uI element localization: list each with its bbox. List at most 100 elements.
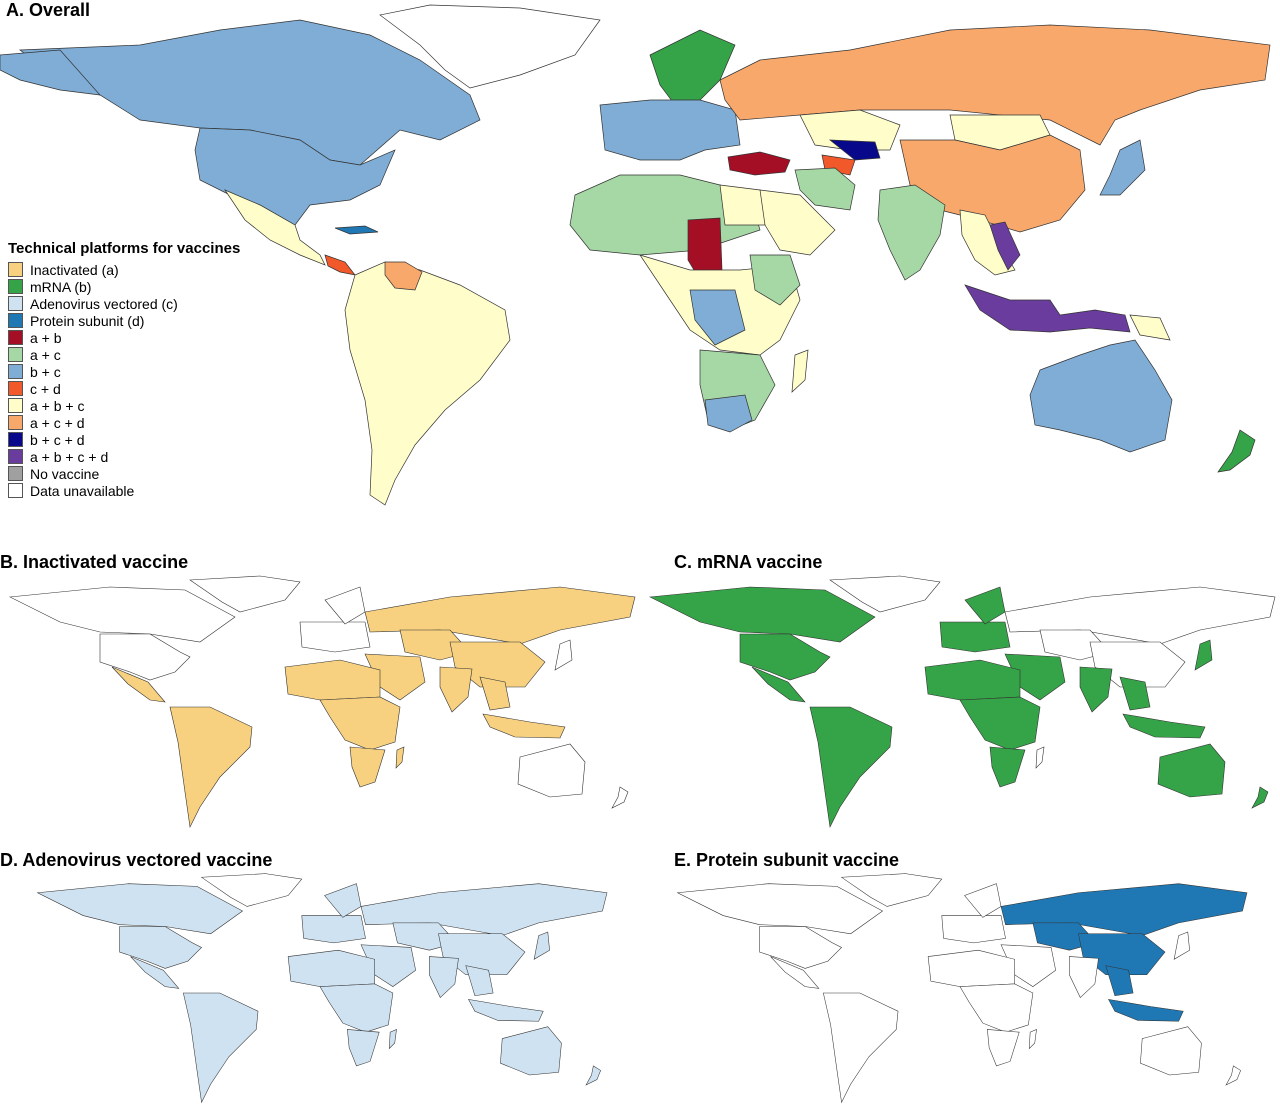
region-southern-africa	[349, 746, 386, 788]
region-png	[1129, 314, 1171, 341]
region-new-zealand	[1217, 429, 1256, 473]
region-japan	[1194, 639, 1213, 671]
region-north-africa	[924, 659, 1021, 701]
region-south-africa	[704, 394, 753, 433]
region-vietnam	[989, 221, 1021, 271]
region-indonesia	[482, 713, 566, 739]
region-scandinavia	[324, 586, 366, 625]
region-usa	[739, 633, 831, 681]
region-drc	[689, 289, 746, 346]
region-new-zealand	[611, 786, 629, 809]
panel-inactivated: B. Inactivated vaccine	[0, 552, 640, 828]
legend-item: a + b + c	[8, 397, 240, 414]
region-australia	[1157, 743, 1226, 798]
region-china	[449, 641, 546, 688]
panel-protein-subunit: E. Protein subunit vaccine	[640, 850, 1280, 1116]
region-india	[1079, 666, 1113, 713]
protein-subunit-world-map	[676, 873, 1248, 1104]
panel-title-mrna: C. mRNA vaccine	[674, 552, 823, 572]
legend-label: Adenovirus vectored (c)	[30, 295, 178, 312]
region-australia	[1140, 1026, 1202, 1076]
legend-item: Data unavailable	[8, 482, 240, 499]
region-greenland	[840, 873, 943, 907]
region-indonesia	[964, 284, 1131, 333]
panel-overall: A. Overall	[0, 0, 1280, 515]
region-south-america	[822, 992, 899, 1104]
region-central-africa	[319, 983, 394, 1033]
legend-swatch	[8, 432, 23, 447]
region-europe	[301, 915, 366, 944]
legend-swatch	[8, 449, 23, 464]
legend-item: a + c + d	[8, 414, 240, 431]
legend: Technical platforms for vaccines Inactiv…	[8, 240, 240, 499]
region-madagascar	[395, 746, 405, 769]
region-madagascar	[1035, 746, 1045, 769]
legend-item: Protein subunit (d)	[8, 312, 240, 329]
legend-item: No vaccine	[8, 465, 240, 482]
region-mexico	[111, 666, 166, 703]
legend-label: a + b + c + d	[30, 448, 109, 465]
legend-swatch	[8, 262, 23, 277]
region-scandinavia	[324, 883, 362, 918]
region-south-america	[809, 706, 893, 828]
region-north-africa	[284, 659, 381, 701]
legend-label: mRNA (b)	[30, 278, 92, 295]
region-usa	[759, 926, 843, 969]
legend-label: No vaccine	[30, 465, 100, 482]
region-india	[877, 184, 946, 281]
overall-world-map	[0, 4, 1271, 506]
region-canada	[676, 883, 884, 935]
region-china	[1078, 933, 1166, 976]
region-greenland	[379, 4, 601, 89]
region-india	[429, 956, 459, 999]
region-madagascar	[791, 349, 809, 393]
region-se-asia	[479, 676, 511, 711]
legend-label: b + c + d	[30, 431, 85, 448]
region-central-africa	[319, 696, 401, 751]
region-canada	[36, 883, 244, 935]
panel-title-adenovirus: D. Adenovirus vectored vaccine	[0, 850, 273, 870]
region-central-africa	[959, 983, 1034, 1033]
legend-swatch	[8, 483, 23, 498]
inactivated-world-map	[8, 575, 636, 828]
region-se-asia	[465, 965, 494, 997]
region-east-africa	[749, 254, 801, 306]
region-canada	[19, 19, 481, 166]
region-indonesia	[1122, 713, 1206, 739]
legend-title: Technical platforms for vaccines	[8, 240, 241, 257]
legend-swatch	[8, 466, 23, 481]
region-indonesia	[468, 999, 544, 1022]
region-madagascar	[1028, 1029, 1037, 1050]
legend-label: a + b	[30, 329, 62, 346]
legend-label: Inactivated (a)	[30, 261, 119, 278]
legend-swatch	[8, 364, 23, 379]
region-mexico	[751, 666, 806, 703]
region-canada	[648, 586, 876, 643]
legend-item: Inactivated (a)	[8, 261, 240, 278]
legend-swatch	[8, 279, 23, 294]
panel-title-overall: A. Overall	[6, 0, 91, 20]
region-europe	[939, 621, 1011, 653]
panel-mrna: C. mRNA vaccine	[640, 552, 1280, 828]
legend-swatch	[8, 330, 23, 345]
legend-swatch	[8, 415, 23, 430]
region-australia	[1029, 339, 1173, 453]
legend-swatch	[8, 313, 23, 328]
region-southern-africa	[989, 746, 1026, 788]
legend-item: a + c	[8, 346, 240, 363]
legend-swatch	[8, 381, 23, 396]
region-western-europe	[599, 99, 741, 161]
region-india	[1069, 956, 1099, 999]
legend-items: Inactivated (a) mRNA (b) Adenovirus vector…	[8, 261, 240, 499]
region-se-asia	[1119, 676, 1151, 711]
region-japan	[533, 931, 550, 960]
region-china	[438, 933, 526, 976]
legend-label: Data unavailable	[30, 482, 135, 499]
legend-swatch	[8, 296, 23, 311]
region-europe	[941, 915, 1006, 944]
mrna-world-map	[648, 575, 1276, 828]
adenovirus-world-map	[36, 873, 608, 1104]
legend-swatch	[8, 347, 23, 362]
region-scandinavia	[964, 883, 1002, 918]
region-turkey	[727, 151, 791, 176]
